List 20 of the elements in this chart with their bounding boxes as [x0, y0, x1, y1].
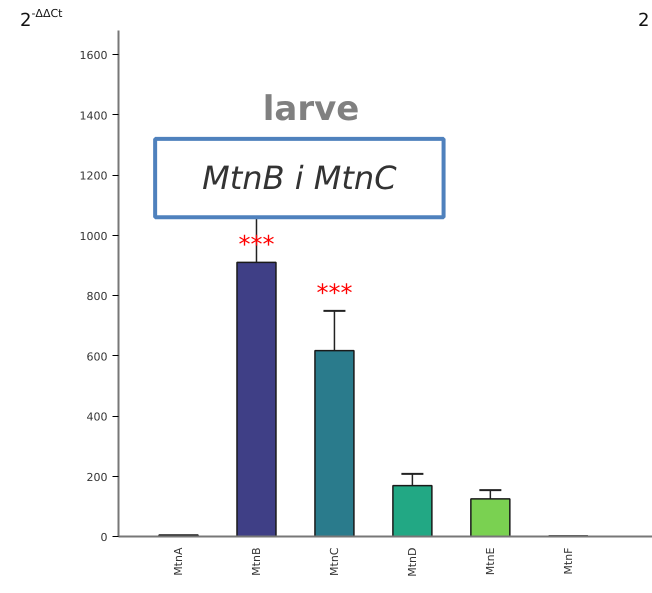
y-tick-label: 1000	[80, 230, 108, 243]
y-tick-label: 800	[86, 290, 108, 304]
x-tick-label: MtnA	[172, 547, 186, 576]
x-tick-label: MtnF	[562, 547, 575, 575]
y-axis-title: 2$^{-ΔΔCt}$	[20, 8, 62, 33]
y-tick-label: 1600	[80, 49, 108, 62]
annotation: MtnB i MtnC	[202, 159, 398, 198]
text: larve	[262, 88, 360, 129]
x-tick-label: MtnC	[328, 547, 341, 576]
annotation: 2	[638, 9, 650, 33]
annotation: ***	[316, 278, 352, 307]
y-tick-label: 0	[100, 531, 108, 544]
x-tick-label: MtnB	[250, 547, 263, 576]
y-tick-label: 1400	[80, 109, 108, 122]
y-tick-label: 200	[86, 470, 108, 484]
y-tick-label: 400	[86, 410, 108, 424]
y-tick-label: 600	[86, 350, 108, 364]
x-tick-label: MtnD	[406, 547, 419, 577]
y-tick-label: 1200	[80, 170, 108, 183]
x-tick-label: MtnE	[484, 547, 497, 576]
